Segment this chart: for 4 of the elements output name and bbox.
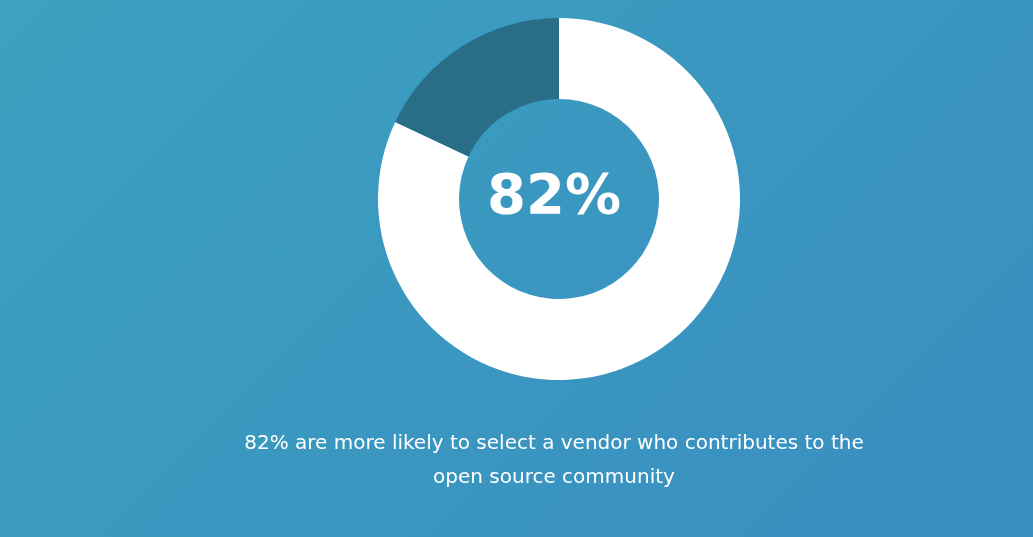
text: 82% xyxy=(485,160,622,228)
donut-slice xyxy=(378,18,740,380)
donut-slice xyxy=(395,18,559,157)
text: 82% are more likely to select a vendor who contributes to the open source community xyxy=(243,429,865,490)
